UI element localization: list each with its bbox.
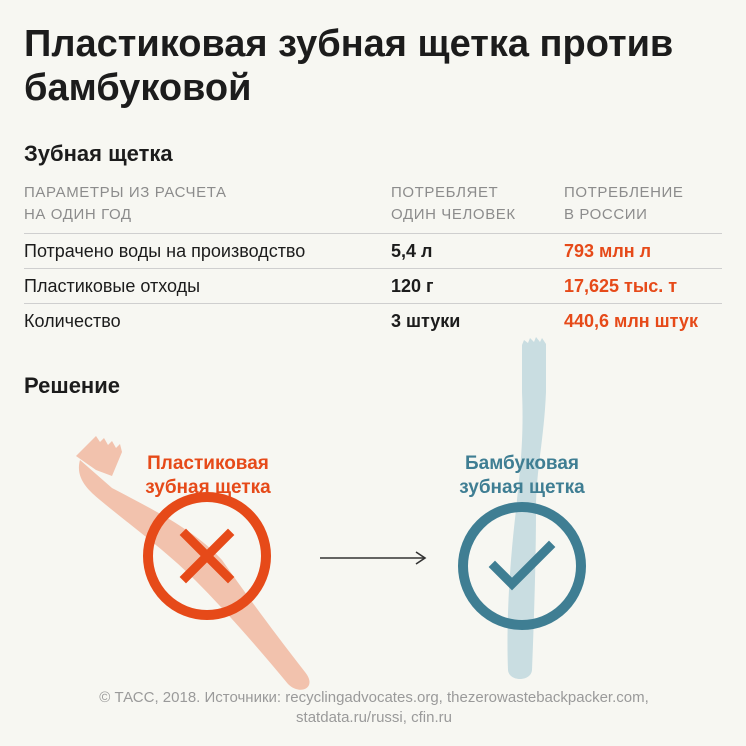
bamboo-toothbrush-label: Бамбуковая зубная щетка: [459, 453, 585, 498]
row-person-value: 120 г: [391, 276, 434, 296]
row-russia-value: 17,625 тыс. т: [564, 276, 678, 296]
column-header-params: ПАРАМЕТРЫ ИЗ РАСЧЕТА НА ОДИН ГОД: [24, 184, 227, 223]
column-header-person: ПОТРЕБЛЯЕТ ОДИН ЧЕЛОВЕК: [391, 184, 516, 223]
table-row: Количество 3 штуки 440,6 млн штук: [24, 303, 722, 339]
row-param: Потрачено воды на производство: [24, 241, 306, 261]
check-icon: [488, 540, 556, 591]
section-title-toothbrush: Зубная щетка: [24, 141, 173, 166]
table-row: Пластиковые отходы 120 г 17,625 тыс. т: [24, 268, 722, 304]
plastic-circle: [143, 492, 271, 620]
column-header-russia: ПОТРЕБЛЕНИЕ В РОССИИ: [564, 184, 684, 223]
row-russia-value: 793 млн л: [564, 241, 652, 261]
table-row: Потрачено воды на производство 5,4 л 793…: [24, 233, 722, 269]
bamboo-toothbrush-icon: [507, 337, 546, 679]
source-footer: © ТАСС, 2018. Источники: recyclingadvoca…: [99, 689, 649, 726]
page-title: Пластиковая зубная щетка против бамбуков…: [24, 23, 674, 109]
plastic-toothbrush-label: Пластиковая зубная щетка: [145, 453, 271, 498]
section-title-solution: Решение: [24, 373, 120, 398]
row-person-value: 5,4 л: [391, 241, 433, 261]
row-russia-value: 440,6 млн штук: [564, 311, 698, 331]
arrow-right-icon: [320, 551, 427, 565]
bamboo-circle: [458, 502, 586, 630]
row-param: Количество: [24, 311, 121, 331]
cross-icon: [179, 528, 235, 584]
row-person-value: 3 штуки: [391, 311, 461, 331]
row-param: Пластиковые отходы: [24, 276, 201, 296]
